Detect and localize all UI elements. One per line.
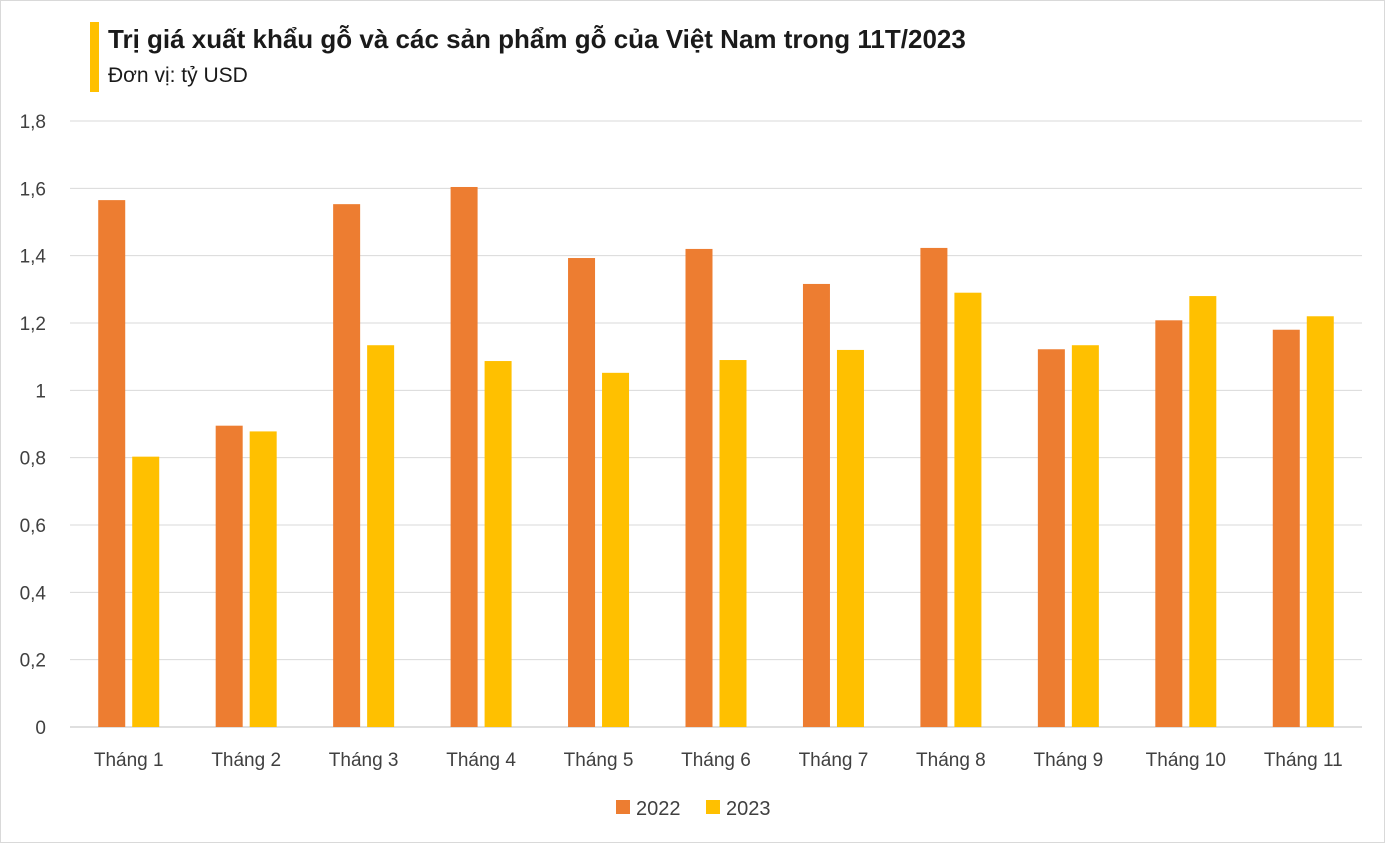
x-tick-label: Tháng 7 bbox=[799, 750, 869, 771]
bar-2022-11 bbox=[1272, 329, 1300, 727]
bar-2023-8 bbox=[954, 292, 982, 727]
legend-swatch-2022 bbox=[616, 800, 630, 814]
y-tick-label: 0 bbox=[35, 718, 46, 739]
gridlines bbox=[70, 120, 1362, 728]
title-accent-bar bbox=[90, 22, 99, 92]
y-tick-label: 1,6 bbox=[20, 179, 46, 200]
bar-2022-1 bbox=[98, 200, 126, 727]
chart-subtitle: Đơn vị: tỷ USD bbox=[108, 64, 248, 87]
x-tick-label: Tháng 6 bbox=[681, 750, 751, 771]
y-tick-label: 1,2 bbox=[20, 314, 46, 335]
bar-2022-9 bbox=[1037, 349, 1065, 727]
bar-2022-6 bbox=[685, 248, 713, 727]
bar-2022-7 bbox=[802, 283, 830, 727]
bar-2023-10 bbox=[1189, 296, 1217, 727]
y-tick-label: 1,8 bbox=[20, 112, 46, 133]
bar-2023-2 bbox=[249, 431, 277, 727]
x-tick-label: Tháng 1 bbox=[94, 750, 164, 771]
y-tick-label: 0,4 bbox=[20, 583, 47, 604]
bar-2023-4 bbox=[484, 361, 512, 727]
bar-2023-6 bbox=[719, 360, 747, 727]
y-axis: 0 0,2 0,4 0,6 0,8 1 1,2 1,4 1,6 1,8 bbox=[20, 112, 47, 739]
x-tick-label: Tháng 10 bbox=[1146, 750, 1226, 771]
y-tick-label: 0,8 bbox=[20, 449, 46, 470]
x-tick-label: Tháng 5 bbox=[564, 750, 634, 771]
x-tick-label: Tháng 4 bbox=[446, 750, 516, 771]
bar-2023-5 bbox=[602, 372, 630, 727]
bar-2023-11 bbox=[1306, 316, 1334, 727]
legend-label-2023: 2023 bbox=[726, 798, 771, 820]
bar-2022-5 bbox=[568, 258, 596, 727]
legend-label-2022: 2022 bbox=[636, 798, 681, 820]
x-axis: Tháng 1 Tháng 2 Tháng 3 Tháng 4 Tháng 5 Tháng… bbox=[94, 750, 1343, 771]
bar-2023-1 bbox=[132, 456, 160, 727]
x-tick-label: Tháng 8 bbox=[916, 750, 986, 771]
bar-2022-3 bbox=[333, 204, 361, 727]
y-tick-label: 1 bbox=[35, 381, 46, 402]
bar-2023-9 bbox=[1071, 345, 1099, 727]
legend: 2022 2023 bbox=[616, 798, 771, 820]
bar-2022-10 bbox=[1155, 320, 1183, 727]
y-tick-label: 0,2 bbox=[20, 651, 46, 672]
x-tick-label: Tháng 2 bbox=[211, 750, 281, 771]
bar-2022-4 bbox=[450, 186, 478, 727]
bar-2023-7 bbox=[836, 349, 864, 727]
legend-swatch-2023 bbox=[706, 800, 720, 814]
x-tick-label: Tháng 9 bbox=[1033, 750, 1103, 771]
bar-2022-8 bbox=[920, 247, 948, 727]
y-tick-label: 0,6 bbox=[20, 516, 46, 537]
x-tick-label: Tháng 11 bbox=[1264, 750, 1343, 771]
chart-title: Trị giá xuất khẩu gỗ và các sản phẩm gỗ … bbox=[108, 24, 966, 54]
bar-2023-3 bbox=[367, 345, 395, 727]
bar-2022-2 bbox=[215, 425, 243, 727]
y-tick-label: 1,4 bbox=[20, 247, 47, 268]
bars bbox=[98, 186, 1334, 727]
x-tick-label: Tháng 3 bbox=[329, 750, 399, 771]
